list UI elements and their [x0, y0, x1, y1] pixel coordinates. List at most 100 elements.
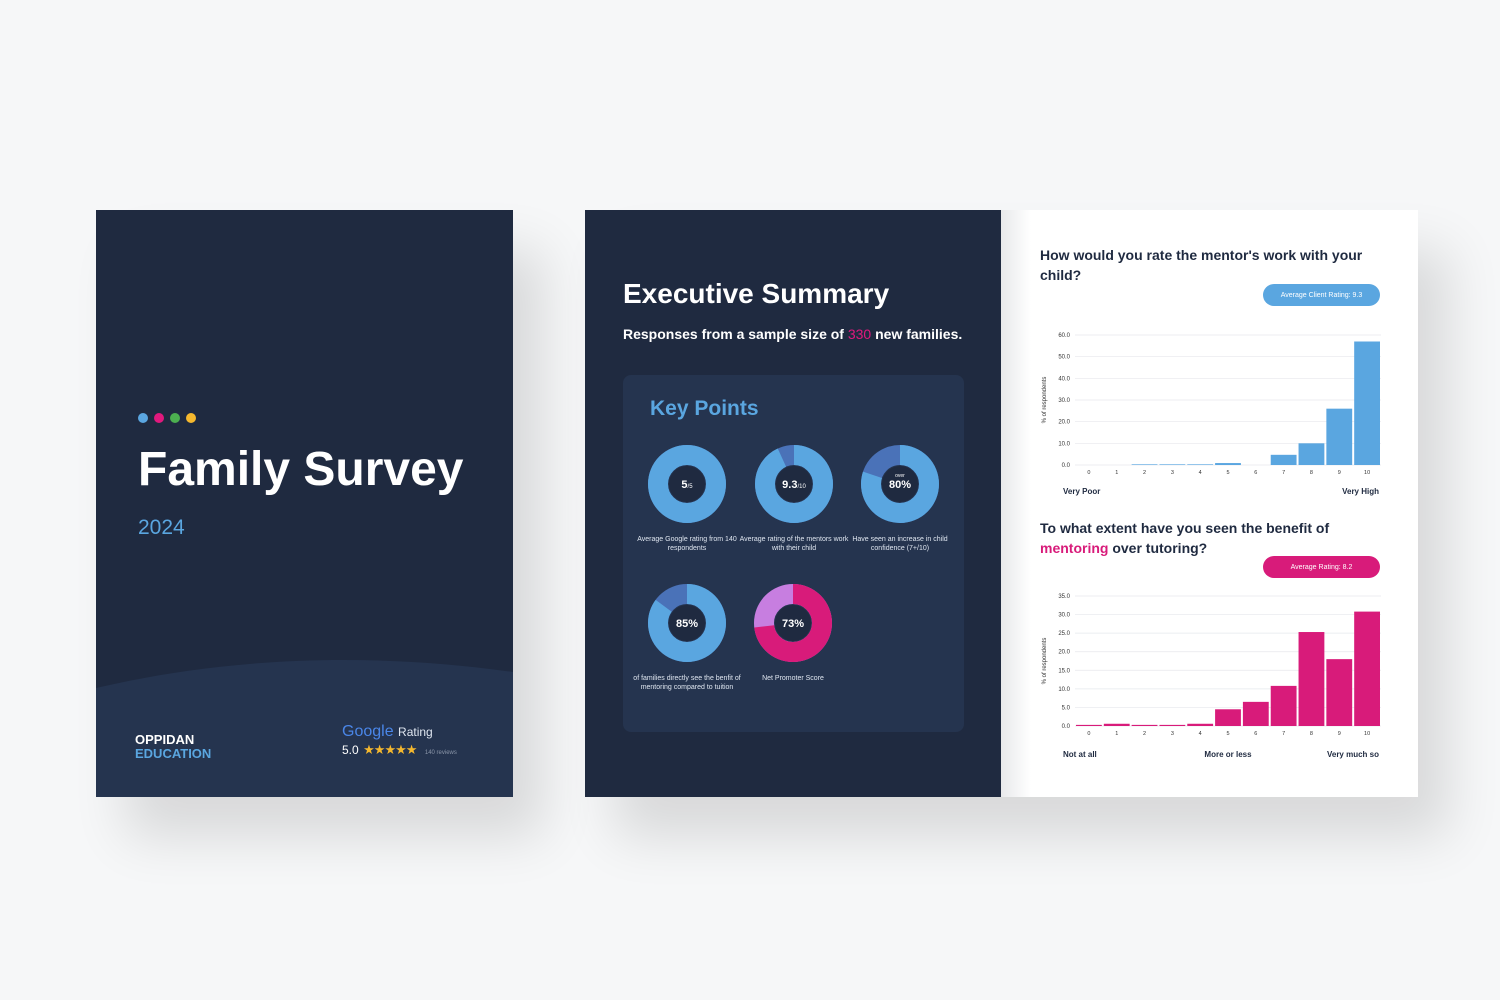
x-tick-label: 6 [1254, 731, 1257, 737]
cover-title: Family Survey [138, 443, 464, 496]
review-count: 140 reviews [424, 750, 457, 756]
y-tick-label: 15.0 [1058, 668, 1070, 674]
bar [1187, 723, 1214, 726]
bar [1298, 632, 1325, 726]
rating-value: 5.0 [342, 743, 359, 757]
donut-caption: of families directly see the benfit of m… [633, 675, 741, 691]
donut-fill [754, 584, 832, 662]
chart2-question: To what extent have you seen the benefit… [1040, 518, 1380, 558]
bar [1159, 724, 1186, 726]
y-tick-label: 60.0 [1058, 333, 1070, 339]
x-tick-label: 3 [1171, 731, 1174, 737]
bar [1103, 723, 1130, 726]
bar [1242, 701, 1269, 726]
donut-fill [755, 445, 833, 523]
y-tick-label: 30.0 [1058, 613, 1070, 619]
cover-wave [96, 660, 513, 797]
y-tick-label: 30.0 [1058, 398, 1070, 404]
google-rating-badge: Google Rating 5.0 ★★★★★ 140 reviews [342, 723, 457, 759]
y-tick-label: 0.0 [1062, 463, 1071, 469]
x-tick-label: 1 [1115, 731, 1118, 737]
dot-blue [138, 413, 148, 423]
donut-value: 5/5 [681, 479, 693, 491]
brand-logo-line1: OPPIDAN [135, 732, 195, 747]
x-tick-label: 4 [1199, 731, 1202, 737]
bar [1270, 685, 1297, 726]
x-tick-label: 3 [1171, 470, 1174, 476]
rating-label: Rating [398, 725, 433, 739]
key-points-card: Key Points 5/5 Average Google rating from… [623, 375, 964, 732]
x-tick-label: 0 [1087, 470, 1090, 476]
dot-pink [154, 413, 164, 423]
bar [1131, 464, 1158, 465]
donut-chart: 73% [753, 583, 833, 668]
star-icons: ★★★★★ [363, 742, 417, 757]
donut-caption: Average rating of the mentors work with … [739, 536, 849, 552]
y-tick-label: 5.0 [1062, 705, 1071, 711]
summary-page: Executive Summary Responses from a sampl… [585, 210, 1001, 797]
donut-chart: over 80% [860, 444, 940, 529]
x-tick-label: 10 [1364, 731, 1370, 737]
x-tick-label: 0 [1087, 731, 1090, 737]
x-tick-label: 7 [1282, 731, 1285, 737]
brand-logo-line2: EDUCATION [135, 746, 212, 761]
scale-end-label: Very Poor [1063, 487, 1100, 496]
bar [1270, 454, 1297, 465]
donut-caption: Net Promoter Score [762, 675, 824, 682]
scale-end-label: Not at all [1063, 750, 1097, 759]
bar [1354, 611, 1380, 726]
bar [1187, 464, 1214, 465]
bar [1326, 408, 1353, 465]
dot-green [170, 413, 180, 423]
donut-top-label: over [895, 473, 905, 479]
x-tick-label: 7 [1282, 470, 1285, 476]
bar [1159, 464, 1186, 465]
subtitle-text: Responses from a sample size of [623, 326, 848, 342]
donut-chart: 85% [647, 583, 727, 668]
cover-page: Family Survey 2024 OPPIDAN EDUCATION Goo… [96, 210, 513, 797]
bar [1215, 463, 1241, 465]
color-dots [138, 413, 196, 423]
y-tick-label: 10.0 [1058, 687, 1070, 693]
sample-size: 330 [847, 326, 872, 342]
key-points-title: Key Points [650, 397, 759, 420]
y-tick-label: 20.0 [1058, 420, 1070, 426]
donut-value: 80% [889, 479, 911, 491]
bar [1354, 341, 1380, 465]
scale-end-label: More or less [1204, 750, 1252, 759]
y-tick-label: 50.0 [1058, 355, 1070, 361]
x-tick-label: 2 [1143, 731, 1146, 737]
x-tick-label: 4 [1199, 470, 1202, 476]
bar [1131, 724, 1158, 726]
bar [1215, 709, 1241, 726]
donut-caption: Have seen an increase in child confidenc… [852, 536, 948, 552]
donut-fill [648, 445, 726, 523]
y-tick-label: 20.0 [1058, 650, 1070, 656]
scale-end-label: Very much so [1327, 750, 1379, 759]
x-tick-label: 9 [1338, 470, 1341, 476]
summary-title: Executive Summary [623, 278, 890, 309]
donut-chart: 9.3/10 [754, 444, 834, 529]
x-tick-label: 8 [1310, 470, 1313, 476]
y-tick-label: 0.0 [1062, 724, 1071, 730]
chart2-badge: Average Rating: 8.2 [1263, 556, 1380, 578]
donut-value: 73% [782, 618, 804, 630]
x-tick-label: 6 [1254, 470, 1257, 476]
google-logo: Google [342, 723, 394, 740]
x-tick-label: 5 [1226, 470, 1229, 476]
charts-page: How would you rate the mentor's work wit… [1001, 210, 1418, 797]
chart1-badge: Average Client Rating: 9.3 [1263, 284, 1380, 306]
donut-chart: 5/5 [647, 444, 727, 529]
y-axis-label: % of respondents [1042, 377, 1048, 424]
bar-charts: 0.0 10.0 20.0 30.0 4 0.0 50.0 60.0 % of responde… [1042, 333, 1381, 759]
y-tick-label: 35.0 [1058, 594, 1070, 600]
q2-text: To what extent have you seen the benefit… [1040, 520, 1330, 536]
bar [1298, 443, 1325, 465]
x-tick-label: 9 [1338, 731, 1341, 737]
x-tick-label: 10 [1364, 470, 1370, 476]
subtitle-text-end: new families. [871, 326, 963, 342]
donut-value: 85% [676, 618, 698, 630]
x-tick-label: 1 [1115, 470, 1118, 476]
donut-caption: Average Google rating from 140 responden… [637, 536, 737, 552]
bar [1076, 724, 1102, 726]
